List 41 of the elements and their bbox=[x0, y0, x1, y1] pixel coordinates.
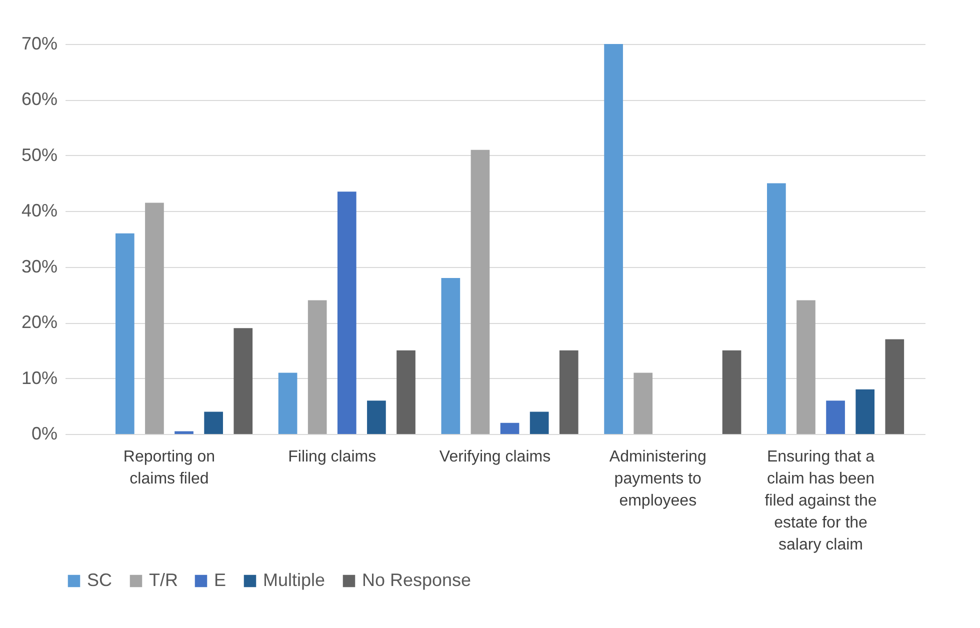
bar bbox=[885, 339, 904, 434]
bar bbox=[530, 412, 549, 434]
y-tick-label: 40% bbox=[21, 200, 58, 221]
x-tick-label: Filing claims bbox=[288, 448, 376, 466]
bar bbox=[278, 372, 298, 434]
y-tick-label: 30% bbox=[21, 256, 58, 276]
legend-label: SC bbox=[87, 570, 112, 590]
x-tick-label: Administering payments to employees bbox=[609, 448, 706, 510]
y-tick-label: 50% bbox=[21, 144, 58, 165]
bar bbox=[604, 44, 623, 434]
bar bbox=[559, 350, 578, 434]
x-tick-label: Reporting on claims filed bbox=[123, 448, 216, 488]
bar bbox=[470, 150, 490, 434]
bar bbox=[856, 389, 875, 434]
bar bbox=[308, 300, 327, 434]
legend-label: No Response bbox=[362, 570, 472, 590]
bar bbox=[204, 412, 223, 434]
x-tick-label: Verifying claims bbox=[439, 448, 551, 466]
y-tick-label: 60% bbox=[21, 89, 58, 110]
bar bbox=[722, 350, 742, 434]
y-tick-label: 0% bbox=[31, 424, 58, 444]
bar bbox=[367, 400, 386, 434]
legend-label: E bbox=[214, 570, 226, 590]
bar bbox=[500, 422, 520, 434]
bar bbox=[145, 202, 164, 434]
bar bbox=[796, 300, 816, 434]
bar bbox=[115, 233, 134, 434]
bar bbox=[441, 278, 460, 434]
legend-label: Multiple bbox=[263, 570, 326, 590]
legend-label: T/R bbox=[149, 570, 178, 590]
bar bbox=[767, 183, 786, 434]
y-tick-label: 10% bbox=[21, 368, 58, 388]
x-tick-label: Ensuring that a claim has been filed against the estate for the salary claim bbox=[764, 448, 877, 554]
bar bbox=[337, 192, 356, 434]
bar bbox=[396, 350, 416, 434]
y-tick-label: 20% bbox=[21, 312, 58, 332]
y-tick-label: 70% bbox=[21, 34, 58, 54]
bar bbox=[174, 431, 194, 434]
bar bbox=[826, 400, 845, 434]
bar bbox=[634, 372, 653, 434]
bar bbox=[234, 328, 253, 434]
